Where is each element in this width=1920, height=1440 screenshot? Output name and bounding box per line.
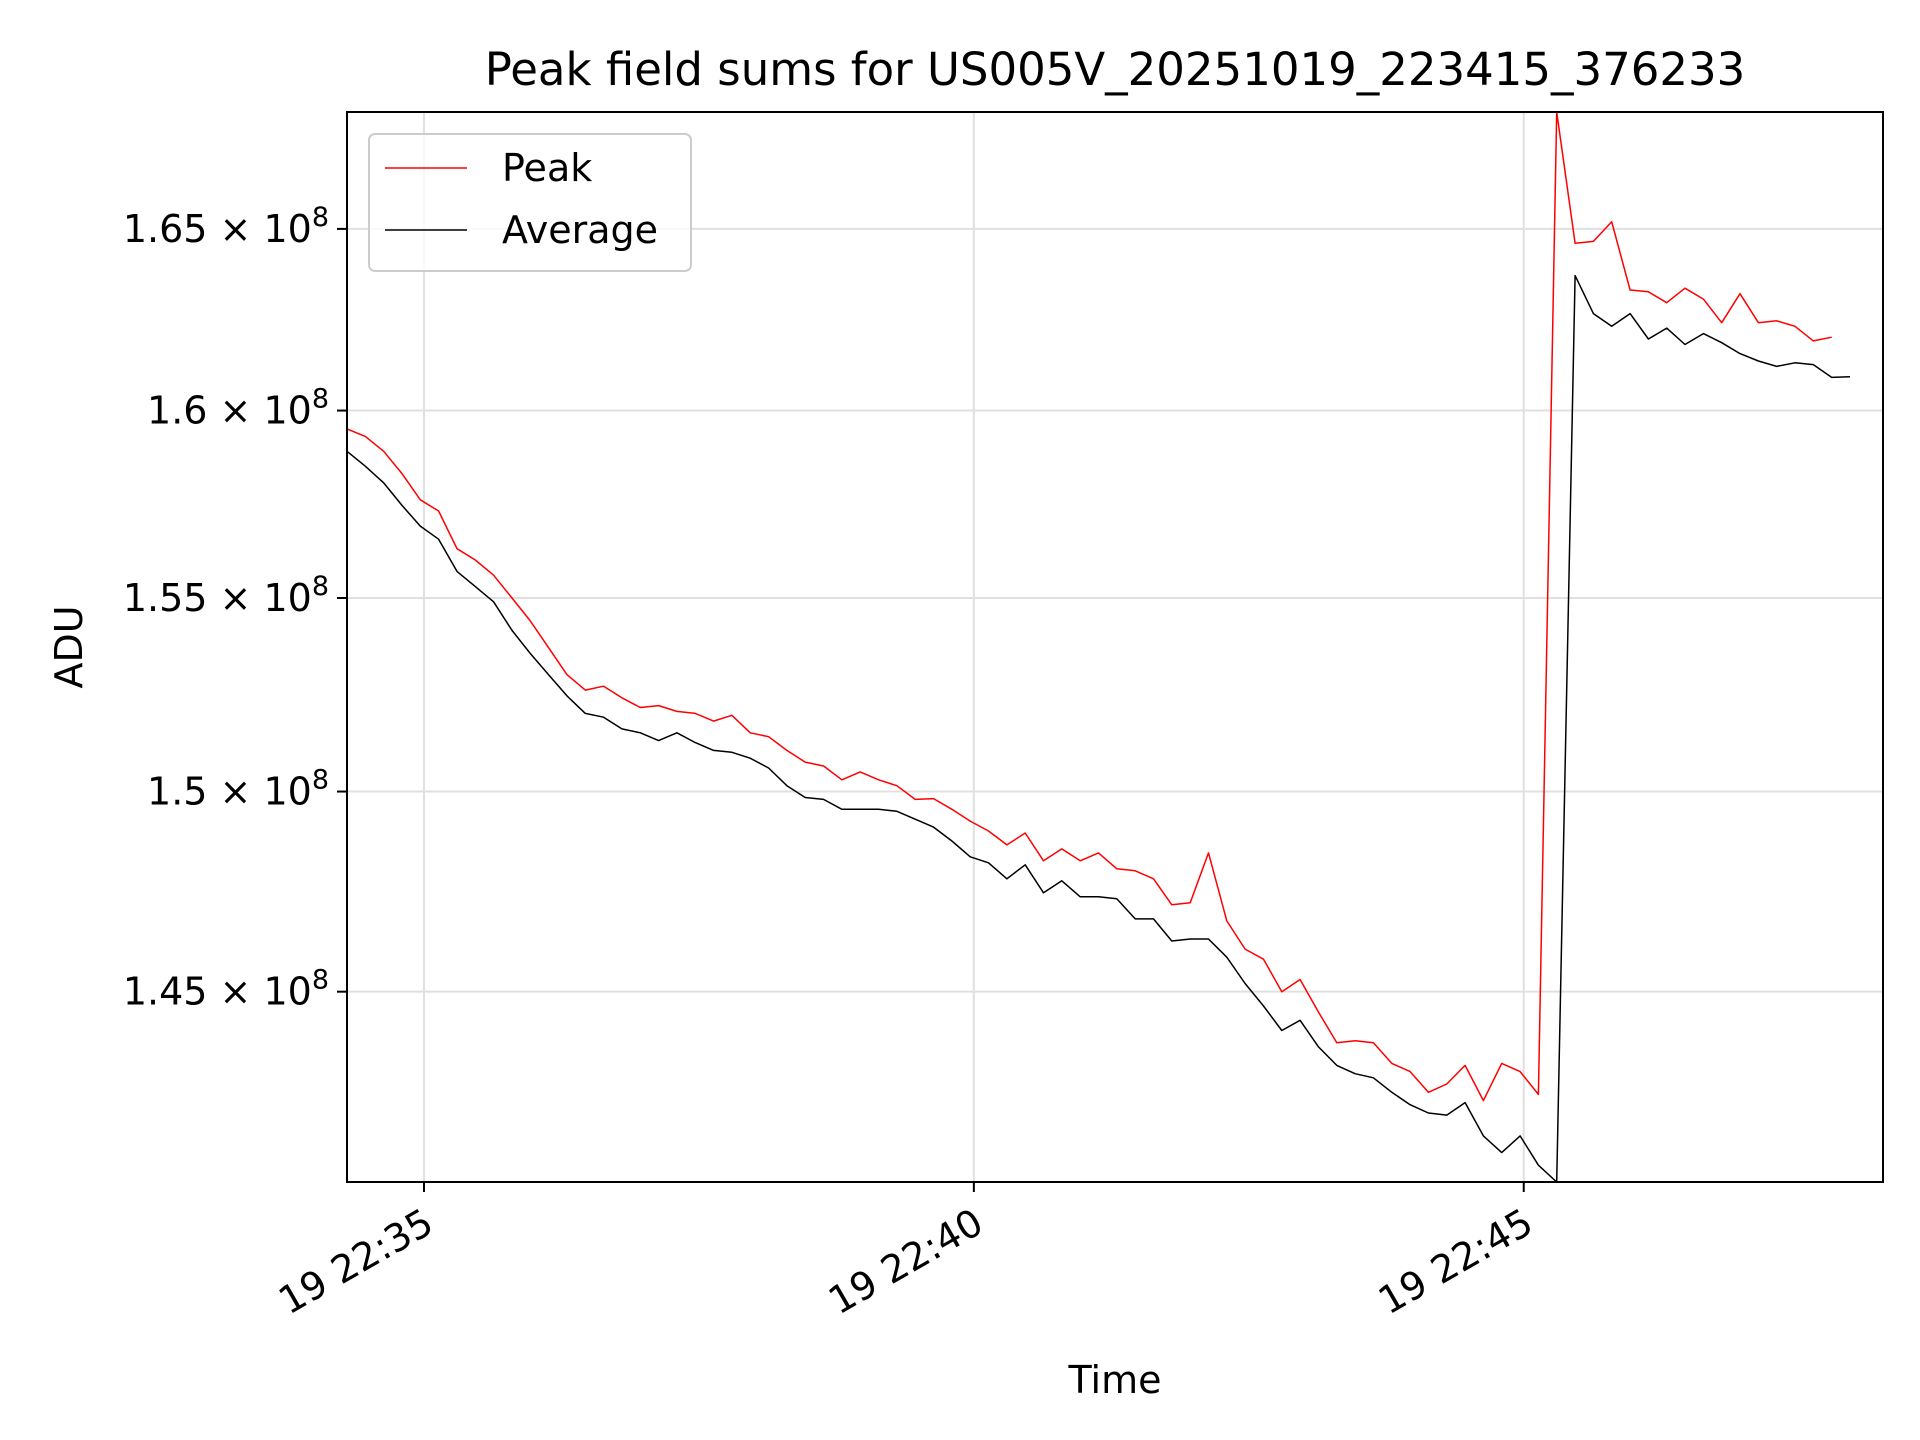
series-layer xyxy=(347,112,1851,1182)
x-axis-label: Time xyxy=(1068,1358,1162,1402)
y-axis-label: ADU xyxy=(47,605,91,688)
plot-frame xyxy=(346,111,1884,1183)
y-tick-label: 1.45 × 108 xyxy=(123,965,329,1014)
legend-label-average: Average xyxy=(502,208,658,252)
chart-title: Peak field sums for US005V_20251019_2234… xyxy=(485,43,1746,96)
legend: Peak Average xyxy=(368,133,692,272)
legend-label-peak: Peak xyxy=(502,146,592,190)
series-line-peak xyxy=(347,112,1832,1102)
y-tick-label: 1.6 × 108 xyxy=(147,384,329,433)
y-tick-label: 1.55 × 108 xyxy=(123,571,329,620)
y-tick-label: 1.65 × 108 xyxy=(123,202,329,251)
y-tick-label: 1.5 × 108 xyxy=(147,765,329,814)
series-line-average xyxy=(347,274,1851,1182)
